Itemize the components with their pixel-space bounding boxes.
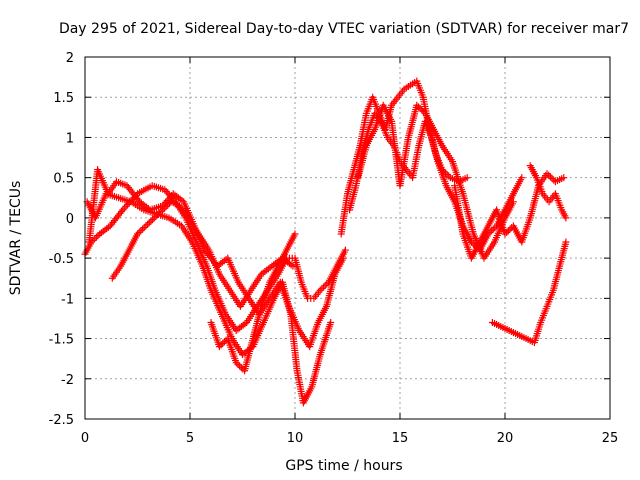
data-point [166,193,174,201]
data-point [504,227,512,235]
data-point [416,104,424,112]
data-point [164,201,172,209]
x-tick-label: 25 [602,431,619,446]
x-tick-label: 0 [81,431,89,446]
data-point [150,214,158,222]
data-point [236,362,244,370]
data-point [414,103,422,111]
y-tick-label: 1 [66,131,74,146]
y-tick-label: 2 [66,51,74,66]
data-point [134,230,141,238]
data-point [339,254,347,262]
data-point [139,225,147,233]
y-tick-label: 0 [66,212,74,227]
x-tick-label: 10 [287,431,304,446]
x-axis-title: GPS time / hours [285,458,402,474]
data-point [546,173,554,181]
data-point [135,228,143,236]
data-point [137,227,145,235]
data-point [160,204,168,212]
data-point [418,106,426,114]
data-point [489,225,497,233]
data-point [237,364,245,372]
data-point [562,214,570,222]
data-point [550,176,558,184]
data-point [157,207,165,215]
data-point [220,338,228,346]
chart-title: Day 295 of 2021, Sidereal Day-to-day VTE… [59,21,629,37]
data-point [144,220,152,228]
data-point [560,174,568,182]
data-points [81,77,570,407]
data-point [562,238,570,246]
data-point [413,101,421,109]
data-point [445,172,453,180]
y-axis-title: SDTVAR / TECUs [8,181,24,296]
data-point [140,224,148,232]
data-point [323,280,331,288]
data-point [215,343,223,351]
data-point [94,232,102,240]
data-point [463,174,471,182]
data-point [488,227,496,235]
y-tick-label: 0.5 [53,172,74,187]
y-tick-label: -1 [61,292,74,307]
data-point [149,215,157,223]
data-point [162,187,170,195]
data-point [341,246,349,254]
data-point [154,211,162,219]
y-tick-label: -1.5 [49,333,74,348]
y-tick-label: -2 [61,373,74,388]
y-tick-label: 1.5 [53,91,74,106]
data-point [548,174,556,182]
data-point [467,238,475,246]
data-point [142,222,150,230]
y-tick-label: -2.5 [49,413,74,428]
data-point [161,186,169,194]
data-point [145,219,153,227]
data-point [543,170,551,178]
data-point [92,233,100,241]
data-point [518,174,526,182]
data-point [232,359,240,367]
data-point [320,283,328,291]
data-point [291,230,299,238]
plot-frame [84,56,611,420]
data-point [503,228,511,236]
data-point [506,225,514,233]
tick-labels: 0 5 10 15 20 25 -2.5 -2 -1.5 -1 -0.5 0 0.5 1 1.5 2 [49,51,619,446]
data-point [152,212,160,220]
data-point [318,285,326,293]
data-point [159,206,167,214]
data-point [321,281,329,289]
y-tick-label: -0.5 [49,252,74,267]
data-point [217,341,225,349]
data-point [155,209,163,217]
data-point [420,108,428,116]
data-point [501,230,509,238]
data-point [491,224,499,232]
data-point [165,199,173,207]
x-tick-label: 20 [497,431,514,446]
data-point [327,318,335,326]
x-tick-label: 15 [392,431,409,446]
data-point [509,198,517,206]
data-point [316,286,324,294]
data-point [147,217,155,225]
data-point [91,235,99,243]
data-point [289,262,297,270]
data-point [162,203,170,211]
data-point [545,171,553,179]
data-point [234,360,242,368]
x-tick-label: 5 [186,431,194,446]
data-point [219,339,227,347]
